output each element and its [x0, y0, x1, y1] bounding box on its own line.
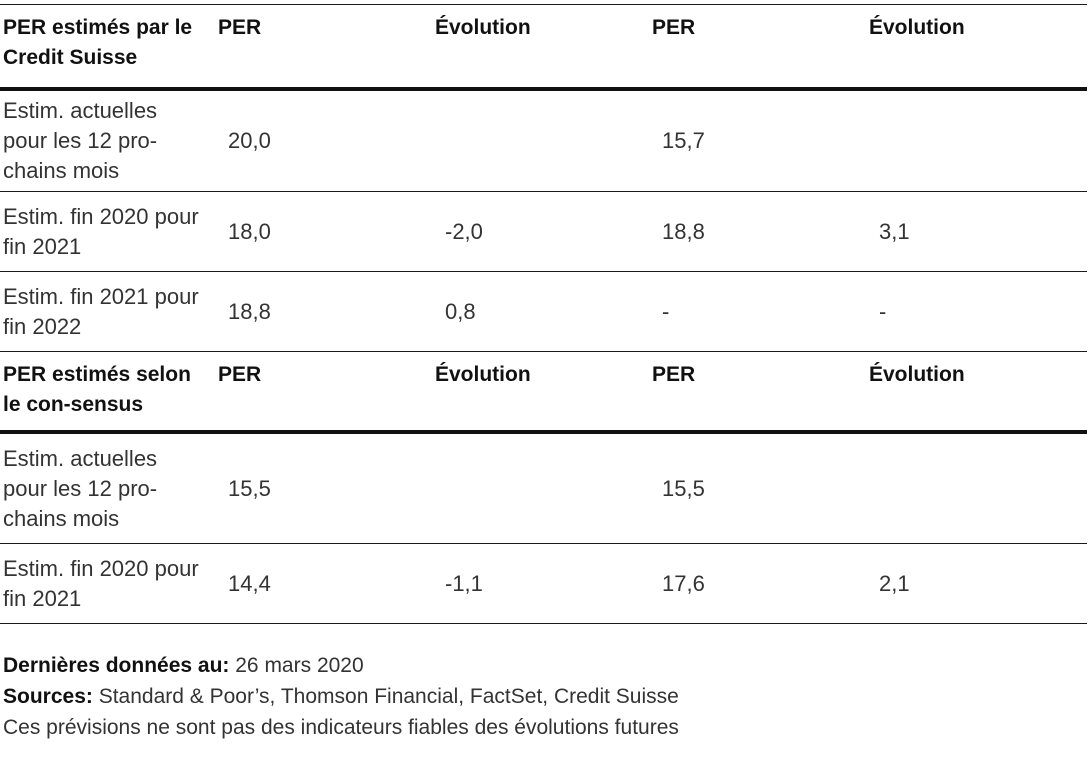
cell-per-1: 14,4 — [228, 570, 271, 596]
cell-evolution-1: 0,8 — [445, 298, 476, 324]
cell-evolution-2: 3,1 — [879, 218, 910, 244]
cell-per-2: 15,5 — [662, 475, 705, 501]
cell-evolution-2: - — [879, 298, 887, 324]
cell-per-1: 20,0 — [228, 128, 271, 153]
sources-line: Sources: Standard & Poor’s, Thomson Fina… — [3, 681, 679, 712]
sources-value: Standard & Poor’s, Thomson Financial, Fa… — [98, 685, 679, 708]
section-2-title: PER estimés selon le con-sensus — [3, 363, 191, 416]
row-label: Estim. fin 2020 pour fin 2021 — [3, 203, 199, 259]
cell-evolution-1: -2,0 — [445, 218, 483, 244]
sources-label: Sources: — [3, 685, 93, 708]
section-1-header-row: PER estimés par le Credit Suisse PER Évo… — [0, 4, 1087, 91]
row-label: Estim. actuelles pour les 12 pro-chains … — [3, 98, 158, 183]
table-row: Estim. fin 2020 pour fin 2021 18,0 -2,0 … — [0, 192, 1087, 272]
cell-per-2: - — [662, 298, 670, 324]
header-per-1: PER — [218, 363, 262, 386]
table-row: Estim. fin 2021 pour fin 2022 18,8 0,8 -… — [0, 272, 1087, 352]
row-label: Estim. actuelles pour les 12 pro-chains … — [3, 445, 158, 531]
section-1-title: PER estimés par le Credit Suisse — [3, 16, 193, 69]
per-table: PER estimés par le Credit Suisse PER Évo… — [0, 4, 1087, 624]
last-data-value: 26 mars 2020 — [235, 654, 364, 677]
row-label: Estim. fin 2021 pour fin 2022 — [3, 283, 199, 339]
cell-per-2: 15,7 — [662, 128, 705, 153]
cell-per-2: 17,6 — [662, 570, 705, 596]
header-evolution-2: Évolution — [869, 16, 965, 39]
cell-per-1: 18,8 — [228, 298, 271, 324]
table-footer: Dernières données au: 26 mars 2020 Sourc… — [3, 650, 679, 743]
table-row: Estim. actuelles pour les 12 pro-chains … — [0, 91, 1087, 192]
header-evolution-1: Évolution — [435, 16, 531, 39]
cell-per-2: 18,8 — [662, 218, 705, 244]
header-per-2: PER — [652, 16, 696, 39]
table-row: Estim. actuelles pour les 12 pro-chains … — [0, 434, 1087, 544]
header-per-1: PER — [218, 16, 262, 39]
cell-evolution-2: 2,1 — [879, 570, 910, 596]
disclaimer: Ces prévisions ne sont pas des indicateu… — [3, 716, 679, 739]
header-evolution-1: Évolution — [435, 363, 531, 386]
table-row: Estim. fin 2020 pour fin 2021 14,4 -1,1 … — [0, 544, 1087, 624]
cell-per-1: 18,0 — [228, 218, 271, 244]
last-data-label: Dernières données au: — [3, 654, 230, 677]
section-2-header-row: PER estimés selon le con-sensus PER Évol… — [0, 352, 1087, 434]
header-per-2: PER — [652, 363, 696, 386]
header-evolution-2: Évolution — [869, 363, 965, 386]
row-label: Estim. fin 2020 pour fin 2021 — [3, 555, 199, 611]
cell-evolution-1: -1,1 — [445, 570, 483, 596]
cell-per-1: 15,5 — [228, 475, 271, 501]
last-data-line: Dernières données au: 26 mars 2020 — [3, 650, 679, 681]
